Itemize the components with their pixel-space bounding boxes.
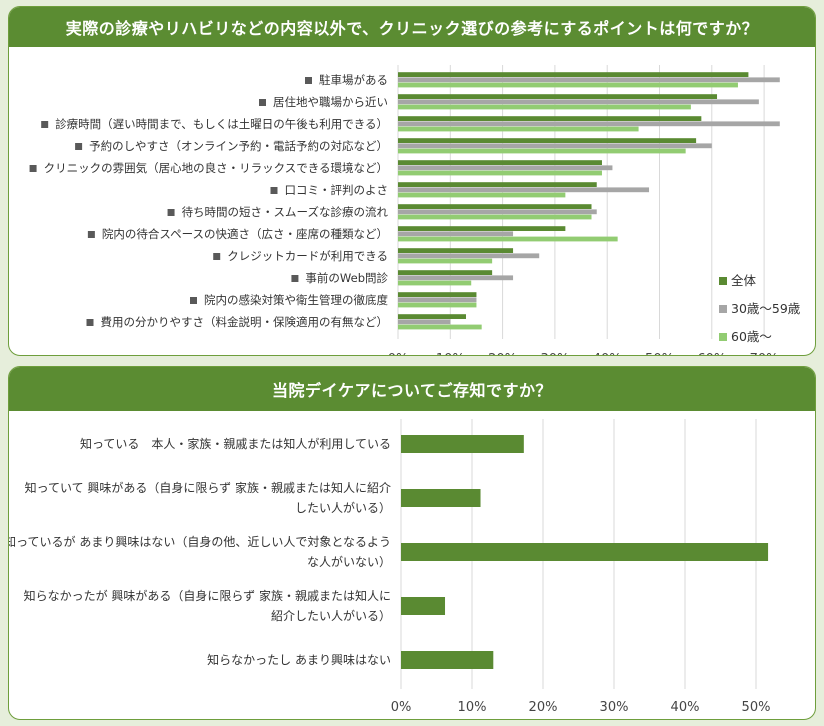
chart-panel-daycare-awareness: 当院デイケアについてご存知ですか？ 0% 10% 20% 30% 40% 50% 知っている… [8,366,816,720]
category-label: 知らなかったし あまり興味はない [207,653,391,667]
bar [398,292,477,297]
bar [401,435,524,453]
bar [398,297,477,303]
bar [398,143,712,149]
bar [398,160,602,165]
category-label: 居住地や職場から近い [273,95,388,109]
legend-label: 60歳～ [731,329,772,344]
category-bullet-marker [29,165,37,172]
bar [398,226,566,231]
bar [398,77,780,83]
bar [398,182,597,187]
bar [401,489,481,507]
category-label: な人がいない） [307,554,391,569]
x-tick-label: 10% [458,700,487,715]
x-tick-label: 50% [742,700,771,715]
bar [398,236,618,242]
bar [398,253,540,259]
category-bullet-marker [190,297,197,304]
legend-swatch [719,277,727,285]
bar [398,248,514,253]
category-bullet-marker [270,187,278,194]
bar [398,94,718,99]
bar [401,543,769,561]
category-label: クレジットカードが利用できる [227,249,388,263]
category-label: 待ち時間の短さ・スムーズな診療の流れ [182,205,389,219]
bar [398,138,697,143]
bar [398,214,592,220]
x-tick-label: 50% [645,352,674,355]
category-bullet-marker [213,253,221,260]
bar [398,231,514,237]
bar [401,597,446,615]
bar [398,270,493,275]
bar [398,280,472,286]
legend-label: 全体 [731,273,757,288]
bar [398,99,759,105]
category-label: したい人がいる） [295,500,391,515]
category-bullet-marker [75,143,83,150]
category-label: 費用の分かりやすさ（料金説明・保険適用の有無など） [101,315,389,329]
category-label: 診療時間（遅い時間まで、もしくは土曜日の午後も利用できる） [55,117,388,131]
bar [398,121,780,127]
chart-panel-clinic-selection: 実際の診療やリハビリなどの内容以外で、クリニック選びの参考にするポイントは何です… [8,6,816,356]
clinic-selection-bar-chart: 0% 10% 20% 30% 40% 50% 60% 70% 駐車場がある居住地や職場から近い診… [29,65,801,355]
legend-swatch [719,305,727,313]
bar [401,651,494,669]
x-tick-label: 0% [388,352,409,355]
bar [398,126,639,132]
bar [398,165,613,171]
category-label: 院内の感染対策や衛生管理の徹底度 [204,293,388,307]
bar [398,148,686,154]
category-label: 駐車場がある [319,73,388,87]
bar [398,104,691,110]
bar [398,275,514,281]
bar [398,209,597,215]
bar [398,302,477,308]
legend-label: 30歳～59歳 [731,301,801,316]
category-label: 知っている 本人・家族・親戚または知人が利用している [80,436,391,451]
category-label: 口コミ・評判のよさ [285,183,389,197]
bar [398,319,451,325]
bar [398,116,702,121]
category-label: 院内の待合スペースの快適さ（広さ・座席の種類など） [102,227,388,241]
category-label: 紹介したい人がいる） [271,608,391,623]
x-tick-label: 40% [593,352,622,355]
category-bullet-marker [291,275,299,282]
bar [398,324,482,330]
x-tick-label: 20% [529,700,558,715]
category-bullet-marker [167,209,175,216]
chart-title: 当院デイケアについてご存知ですか？ [9,367,815,411]
x-tick-label: 70% [750,352,779,355]
x-tick-label: 30% [600,700,629,715]
bar [398,192,566,198]
category-label: 知らなかったが 興味がある（自身に限らず 家族・親戚または知人に [24,588,391,603]
x-tick-label: 10% [436,352,465,355]
bar [398,258,493,264]
x-tick-label: 40% [671,700,700,715]
category-bullet-marker [259,99,266,106]
chart-title: 実際の診療やリハビリなどの内容以外で、クリニック選びの参考にするポイントは何です… [9,7,815,47]
bar [398,314,466,319]
x-tick-label: 20% [488,352,517,355]
category-label: 事前のWeb問診 [305,271,388,285]
x-tick-label: 30% [540,352,569,355]
category-label: 知っているが あまり興味はない（自身の他、近しい人で対象となるよう [9,534,391,549]
category-bullet-marker [41,121,49,128]
category-bullet-marker [86,319,94,326]
legend-swatch [719,333,727,341]
daycare-awareness-bar-chart: 0% 10% 20% 30% 40% 50% 知っている 本人・家族・親戚または知人が利用し… [9,419,771,715]
bar [398,72,749,77]
x-tick-label: 60% [697,352,726,355]
category-label: 知っていて 興味がある（自身に限らず 家族・親戚または知人に紹介 [25,480,391,495]
bar [398,170,602,176]
bar [398,82,738,88]
bar [398,187,650,193]
category-label: 予約のしやすさ（オンライン予約・電話予約の対応など） [89,139,388,153]
x-tick-label: 0% [391,700,412,715]
category-bullet-marker [87,231,95,238]
category-bullet-marker [305,77,312,84]
bar [398,204,592,209]
category-label: クリニックの雰囲気（居心地の良さ・リラックスできる環境など） [44,161,388,175]
